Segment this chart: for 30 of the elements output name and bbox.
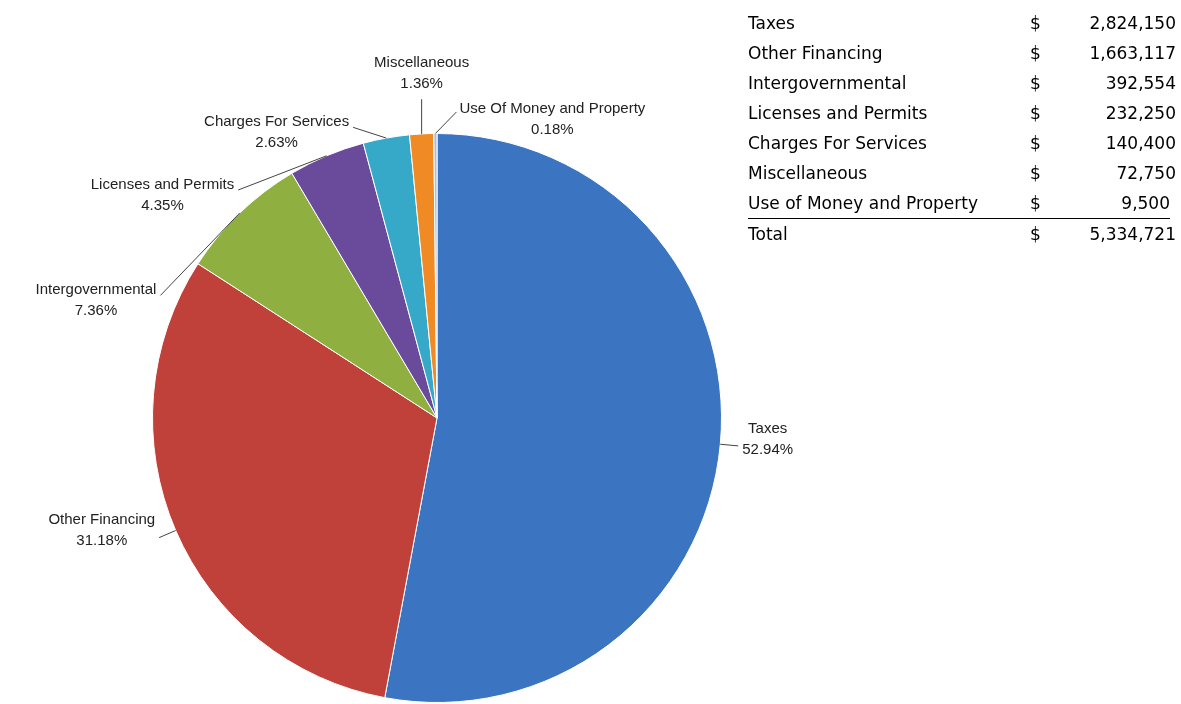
data-label: 2.63%: [255, 132, 298, 150]
slice-label: Miscellaneous: [374, 52, 470, 70]
data-label: 0.18%: [531, 120, 574, 138]
text: $ 140,400: [1030, 133, 1176, 153]
data-label: 4.35%: [141, 195, 184, 213]
text: Intergovernmental: [748, 73, 908, 93]
text: Use of Money and Property: [748, 193, 980, 213]
slice-label: Charges For Services: [204, 111, 350, 129]
slice-label: Licenses and Permits: [90, 174, 235, 192]
text: Taxes: [748, 13, 796, 33]
slice-label: Use Of Money and Property: [459, 99, 646, 117]
data-label: 1.36%: [400, 73, 443, 91]
text: $ 1,663,117: [1030, 43, 1176, 63]
text: Other Financing: [748, 43, 884, 63]
text: $ 72,750: [1030, 163, 1176, 183]
slice-label: Other Financing: [48, 510, 156, 528]
text: Licenses and Permits: [748, 103, 929, 123]
slice-label: Intergovernmental: [35, 280, 157, 298]
text: Total: [748, 224, 789, 244]
text: $ 392,554: [1030, 73, 1176, 93]
data-label: 7.36%: [74, 301, 118, 319]
text: $ 9,500: [1030, 193, 1170, 213]
data-label: 31.18%: [76, 531, 128, 549]
text: $ 2,824,150: [1030, 13, 1176, 33]
slice-label: Taxes: [748, 418, 788, 436]
text: Miscellaneous: [748, 163, 869, 183]
text: $ 232,250: [1030, 103, 1176, 123]
text: $ 5,334,721: [1030, 224, 1176, 244]
data-label: 52.94%: [742, 439, 794, 457]
text: Charges For Services: [748, 133, 928, 153]
